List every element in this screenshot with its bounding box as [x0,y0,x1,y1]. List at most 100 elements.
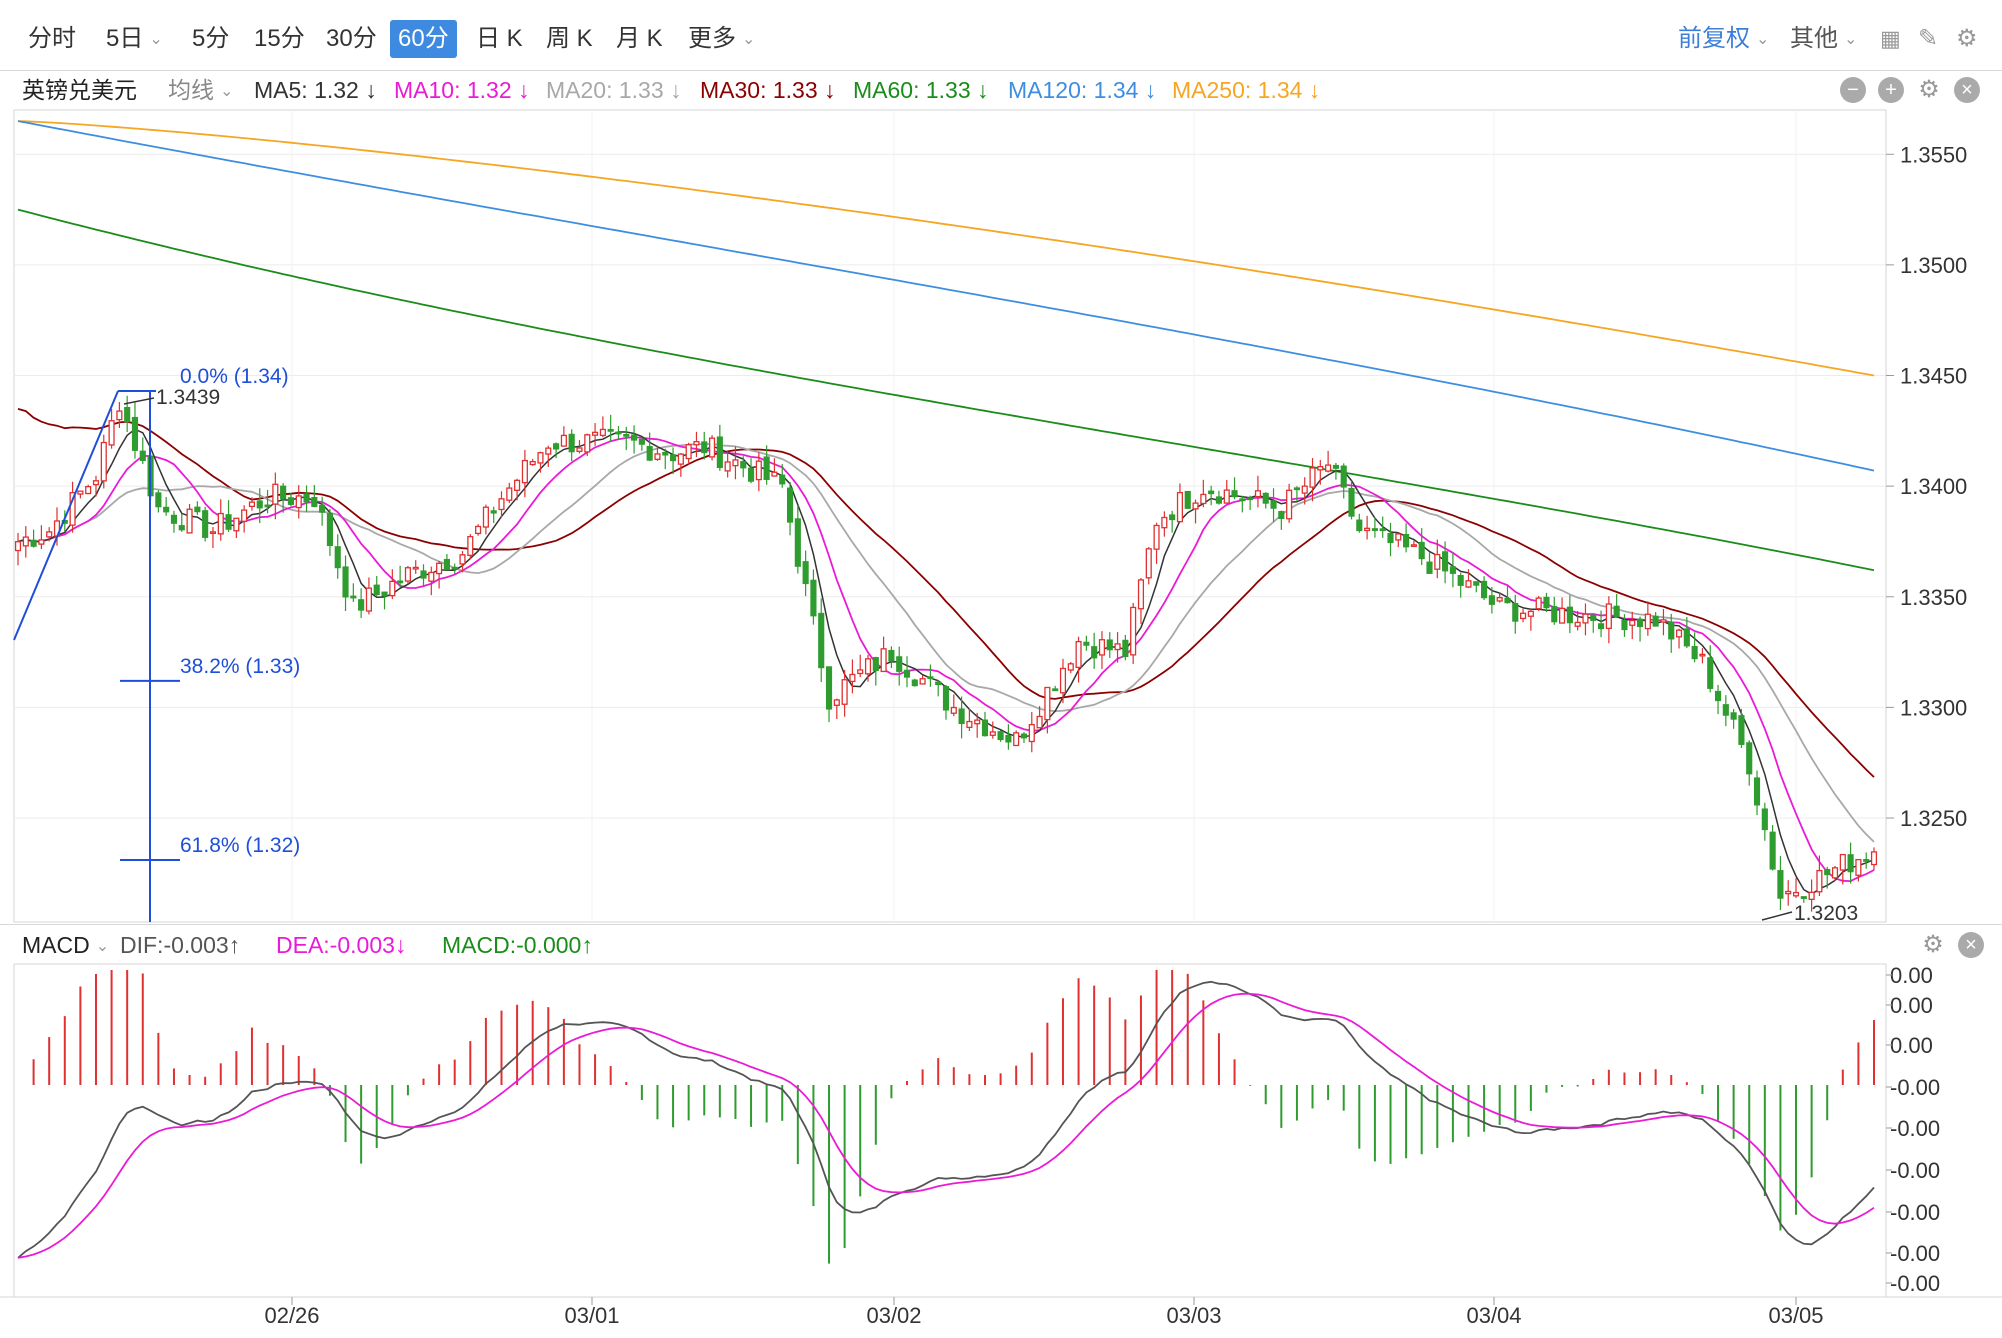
candle-body [1169,514,1176,521]
tab-1[interactable]: 5日 ⌄ [98,20,171,58]
ma-type-dropdown[interactable]: 均线 ⌄ [168,72,233,110]
tab-9[interactable]: 更多 ⌄ [680,20,763,58]
settings-icon[interactable]: ⚙ [1916,77,1942,103]
candle-body [1410,544,1417,548]
chevron-down-icon: ⌄ [95,938,110,955]
candle-body [1722,704,1729,716]
candle-body [646,445,653,461]
tab-2[interactable]: 5分 [184,20,237,58]
macd-dropdown[interactable]: MACD ⌄ [22,925,109,967]
candle-body [545,447,552,455]
candle-body [365,587,372,612]
ma-legend: 英镑兑美元 均线 ⌄ MA5: 1.32 ↓ MA10: 1.32 ↓ MA20: 1… [0,72,2002,108]
candle-body [989,731,996,736]
macd-legend-item: DEA:-0.003↓ [276,932,407,958]
macd-tick-label: 0.00 [1890,993,1933,1018]
candle-body [1644,613,1651,630]
candle-body [763,456,770,480]
candle-body [436,562,443,575]
candle-body [467,535,474,556]
tab-6[interactable]: 日 K [468,20,531,58]
adjust-dropdown[interactable]: 前复权 ⌄ [1678,20,1769,58]
ma60-line [17,208,1875,572]
candle-body [1590,614,1597,621]
candle-body [506,487,513,501]
candle-body [1558,607,1566,624]
candle-body [669,454,677,462]
candle-body [958,708,965,725]
candle-body [857,669,864,675]
candle-body [1091,646,1098,659]
candle-body [1473,581,1480,586]
candle-body [864,658,872,675]
candle-body [1831,867,1839,879]
candle-body [1340,465,1347,488]
fib-level-label: 61.8% (1.32) [180,834,300,857]
tab-label: 30分 [326,25,377,52]
tab-5[interactable]: 60分 [390,20,457,58]
tab-0[interactable]: 分时 [20,20,84,58]
settings-icon[interactable]: ⚙ [1956,25,1978,52]
candle-body [1254,490,1262,498]
candle-body [1262,492,1269,504]
candle-body [716,436,723,469]
minus-icon[interactable]: − [1840,77,1866,103]
candle-body [1535,597,1542,610]
settings-icon[interactable]: ⚙ [1920,932,1946,958]
candle-body [186,508,193,534]
other-dropdown[interactable]: 其他 ⌄ [1790,20,1857,58]
candle-body [451,566,458,570]
candle-body [163,506,170,513]
close-icon[interactable]: × [1958,932,1984,958]
candle-body [248,501,256,508]
macd-tick-label: -0.00 [1890,1116,1940,1141]
candle-body [1395,533,1402,541]
candle-body [1348,487,1355,517]
candle-body [732,459,739,467]
candle-body [1098,639,1106,656]
candle-body [264,504,271,508]
tab-label: 周 K [546,25,593,52]
candle-body [514,479,521,491]
low-price-label: 1.3203 [1794,902,1858,925]
candle-body [319,504,326,513]
candle-body [428,571,435,582]
macd-name: MACD [22,932,90,958]
candle-body [654,453,661,460]
candle-body [677,453,684,465]
chevron-down-icon: ⌄ [149,31,163,48]
candle-body [295,495,302,509]
high-pointer [123,397,155,405]
candle-body [46,531,53,538]
candle-body [1036,715,1043,729]
candle-body [1527,610,1534,617]
candle-body [880,648,887,673]
candle-body [490,510,497,514]
candle-body [1808,891,1815,901]
grid-icon[interactable]: ▦ [1880,26,1901,51]
candle-body [1855,858,1862,876]
ma-type-label: 均线 [168,77,214,103]
candle-body [1364,527,1371,532]
tab-7[interactable]: 周 K [538,20,601,58]
candle-body [849,673,856,683]
candle-body [1582,613,1589,624]
close-icon[interactable]: × [1954,77,1980,103]
candle-body [1426,561,1433,574]
tab-8[interactable]: 月 K [608,20,671,58]
candle-body [412,566,419,570]
tab-3[interactable]: 15分 [246,20,313,58]
candle-body [209,531,217,535]
draw-pen-icon[interactable]: ✎ [1918,25,1939,52]
candle-body [1785,890,1792,895]
plus-icon[interactable]: + [1878,77,1904,103]
main-plot-frame [13,109,1887,923]
tab-label: 分时 [28,25,76,52]
macd-tick-label: -0.00 [1890,1241,1940,1266]
ma-legend-item: MA120: 1.34 ↓ [1008,77,1157,103]
candle-body [194,506,201,513]
candle-body [1738,715,1745,745]
candle-body [1574,621,1581,627]
tab-4[interactable]: 30分 [318,20,385,58]
